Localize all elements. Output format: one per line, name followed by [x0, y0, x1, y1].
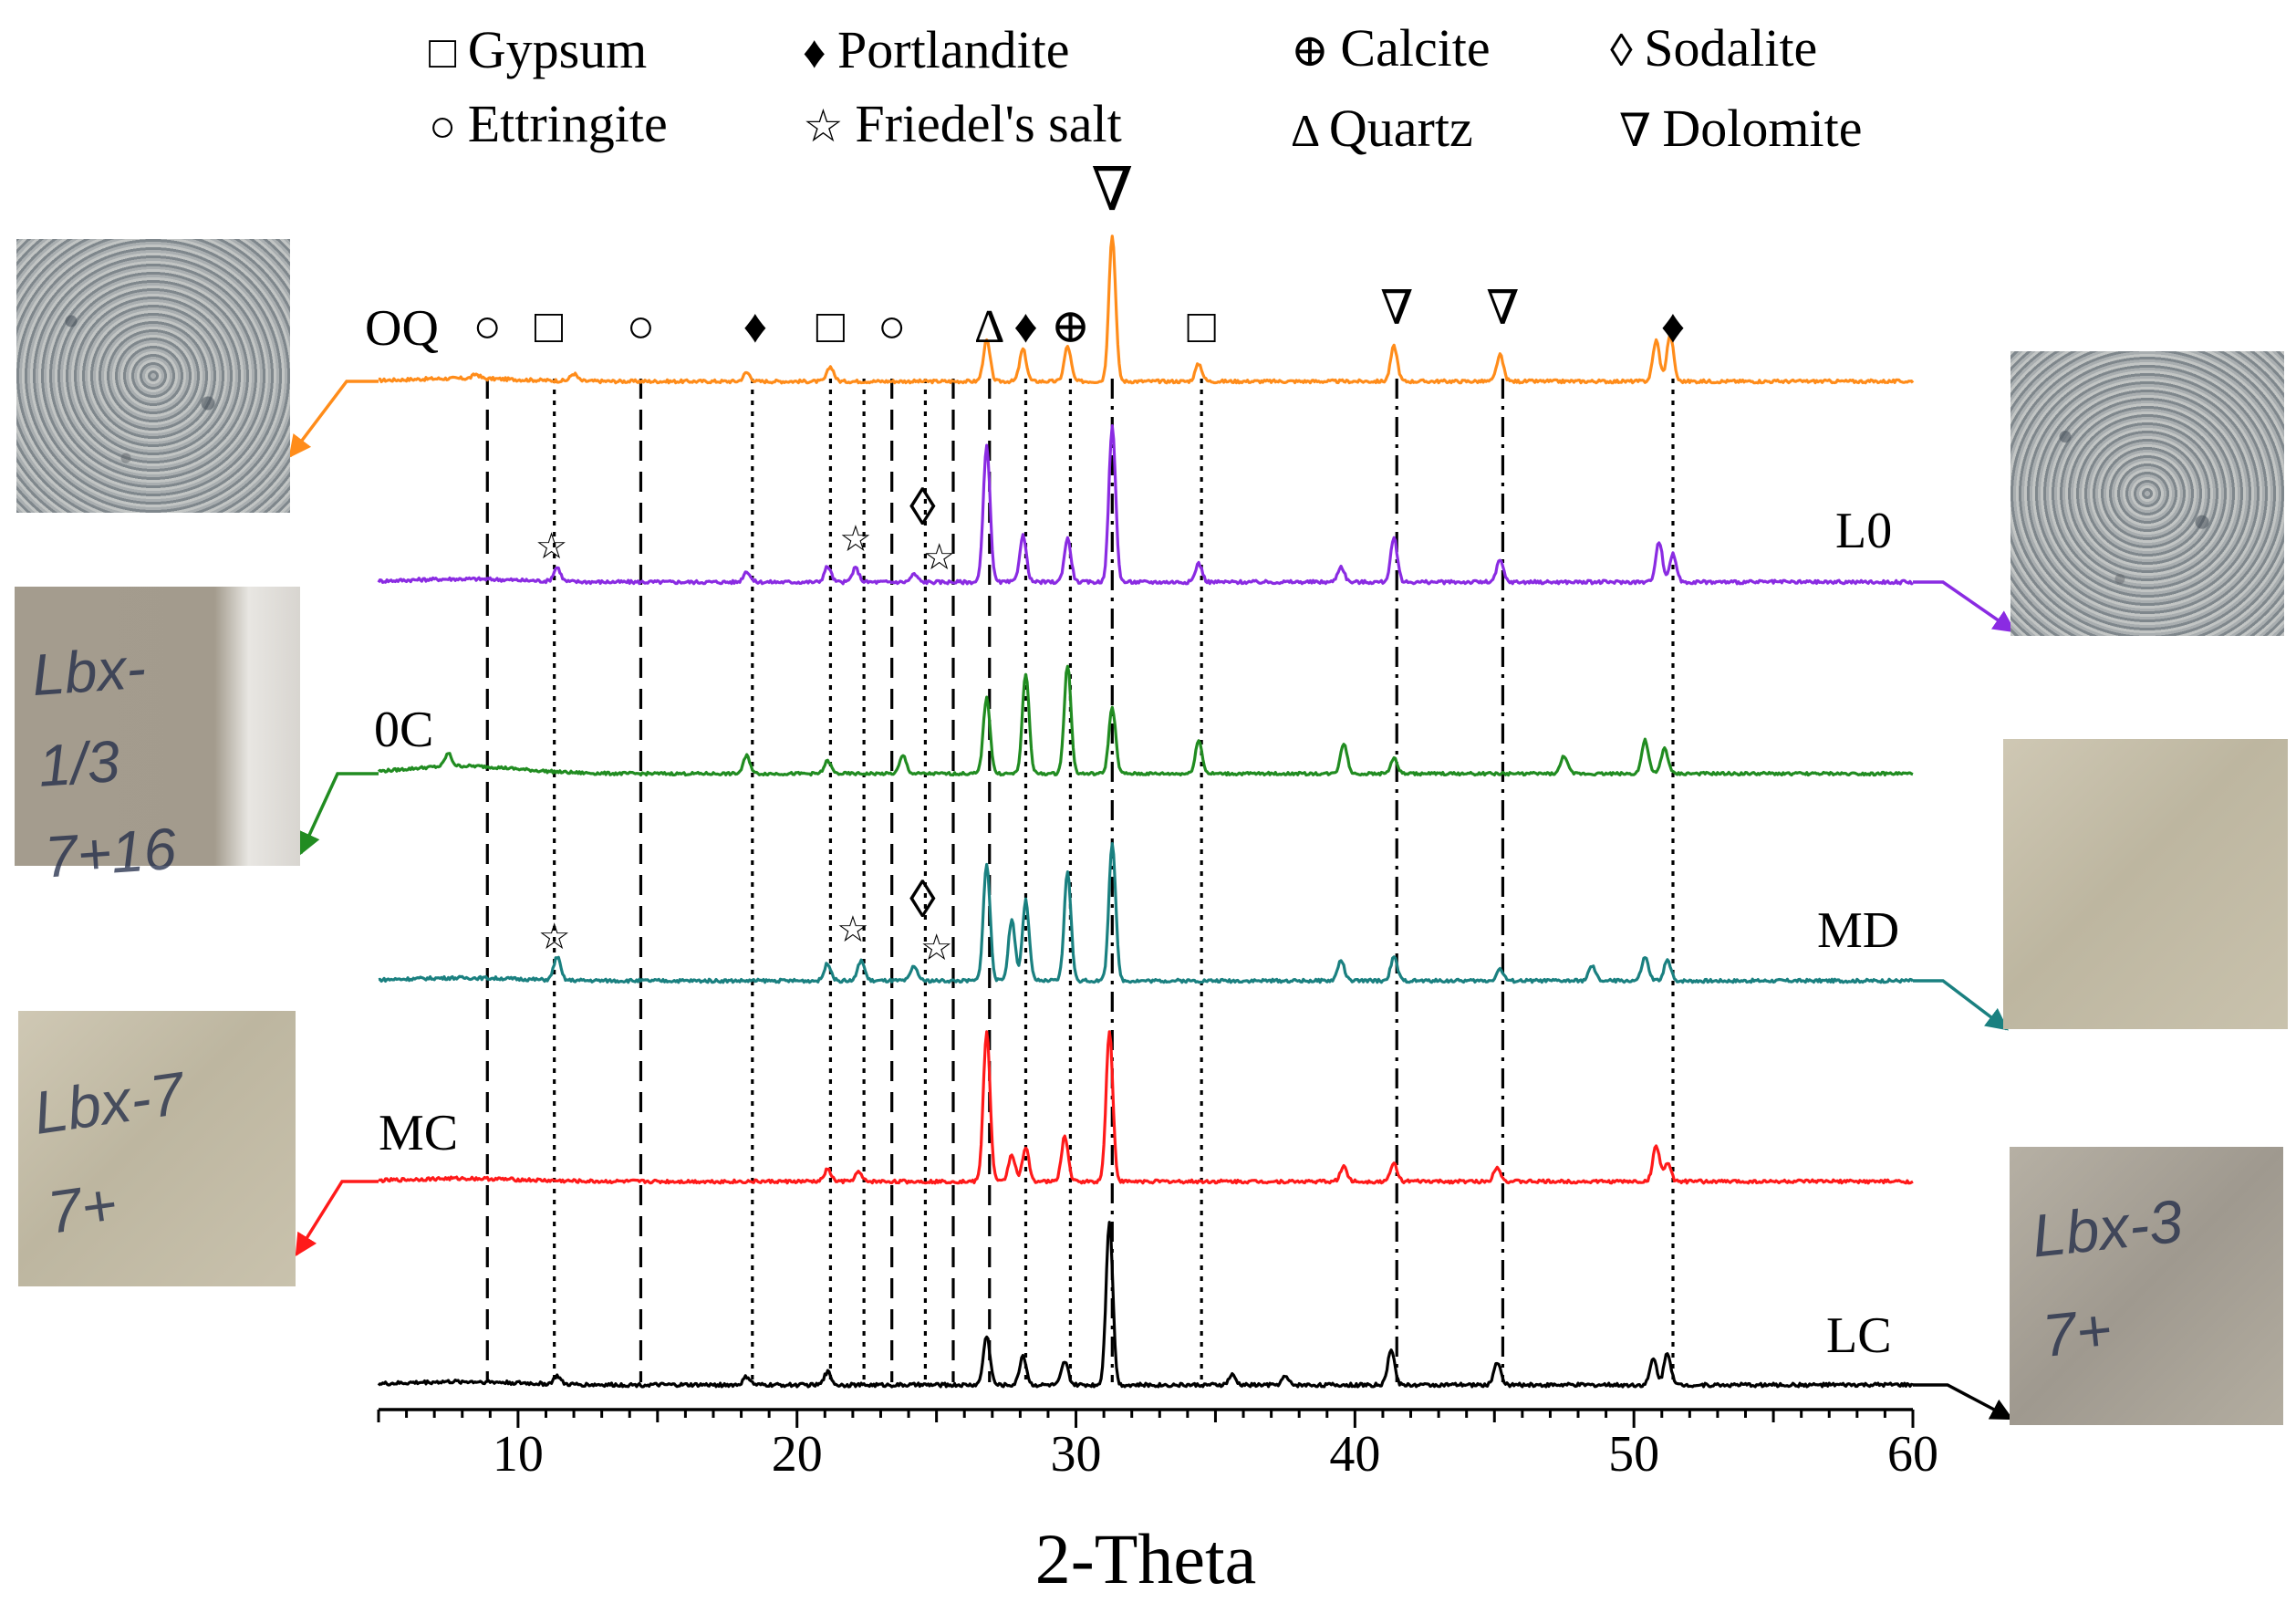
photo-oq-specimen: [16, 239, 290, 513]
legend-sodalite: ◊ Sodalite: [1610, 18, 1817, 78]
trace-annotation-l0-2: ◊: [909, 477, 936, 536]
series-label-mc: MC: [379, 1105, 458, 1161]
photo-l0-specimen: [2010, 351, 2284, 636]
legend-portlandite: ♦ Portlandite: [803, 20, 1070, 79]
arrow-mc: [295, 1180, 379, 1257]
x-tick-label-50: 50: [1608, 1426, 1659, 1483]
top-annotation-11: ∇: [1380, 283, 1413, 335]
x-tick-label-10: 10: [493, 1426, 544, 1483]
series-mc-trace: [378, 1030, 1914, 1185]
trace-annotation-l0-1: ☆: [839, 518, 872, 559]
trace-annotation-md-4: ☆: [538, 916, 571, 957]
top-annotation-8: ⊕: [1051, 301, 1091, 353]
legend-dolomite: ∇ Dolomite: [1619, 99, 1863, 158]
trace-annotation-l0-0: ☆: [535, 526, 568, 567]
series-label-oq: OQ: [365, 300, 439, 357]
top-annotation-9: ∇: [1091, 157, 1133, 224]
photo-md-specimen: [2003, 739, 2288, 1029]
x-axis-title: 2-Theta: [1035, 1519, 1257, 1598]
x-tick-label-40: 40: [1329, 1426, 1380, 1483]
photo-lc-specimen: Lbx-3 7+: [2010, 1147, 2283, 1425]
top-annotation-3: ♦: [743, 301, 768, 353]
trace-annotation-l0-3: ☆: [923, 536, 956, 578]
series-label-l0: L0: [1835, 503, 1892, 559]
top-annotation-4: □: [816, 301, 846, 353]
arrow-md: [1913, 979, 2009, 1031]
series-lc-trace: [377, 1221, 1914, 1389]
phase-marker-lines: [485, 379, 1675, 1382]
legend-calcite: ⊕ Calcite: [1291, 18, 1491, 78]
legend-friedel-s-salt: ☆ Friedel's salt: [803, 94, 1122, 153]
top-annotation-7: ♦: [1013, 301, 1038, 353]
photo-mc-specimen: Lbx-7 7+: [18, 1011, 296, 1286]
series-label-md: MD: [1817, 902, 1899, 959]
top-annotation-5: ○: [878, 301, 906, 353]
series-traces: OQ L0 0C MD MC LC: [365, 234, 1915, 1389]
top-annotation-0: ○: [473, 301, 502, 353]
top-annotation-1: □: [535, 301, 564, 353]
arrow-0c: [299, 772, 379, 856]
x-axis: 10 20 30 40 50 60 2-Theta: [377, 1408, 1938, 1598]
arrow-oq: [288, 380, 379, 458]
series-md-trace: [378, 841, 1915, 984]
legend: □ Gypsum ♦ Portlandite ⊕ Calcite ◊ Sodalite…: [429, 18, 1863, 158]
top-annotation-6: Δ: [974, 301, 1004, 353]
trace-annotation-md-5: ☆: [836, 909, 869, 950]
peak-annotations: ○ □ ○ ♦ □ ○ Δ ♦ ⊕∇□ ∇ ∇ ♦☆ ☆◊☆☆ ☆◊☆: [473, 157, 1686, 968]
series-oq-trace: [378, 234, 1915, 385]
x-tick-label-30: 30: [1051, 1426, 1102, 1483]
series-l0-trace: [377, 424, 1914, 586]
photo-mc-writing: Lbx-7 7+: [29, 1058, 189, 1246]
x-tick-label-20: 20: [772, 1426, 823, 1483]
arrow-lc: [1913, 1383, 2014, 1421]
top-annotation-13: ♦: [1661, 301, 1686, 353]
series-label-0c: 0C: [374, 702, 433, 758]
trace-annotation-md-7: ☆: [920, 927, 953, 968]
top-annotation-10: □: [1187, 301, 1216, 353]
arrow-l0: [1913, 580, 2017, 633]
photo-0c-writing: Lbx-1/3 7+16: [29, 634, 179, 890]
x-tick-label-60: 60: [1887, 1426, 1938, 1483]
legend-quartz: Δ Quartz: [1291, 99, 1473, 158]
photo-lc-writing: Lbx-3 7+: [2029, 1186, 2186, 1370]
legend-ettringite: ○ Ettringite: [429, 94, 668, 153]
series-0c-trace: [377, 664, 1914, 777]
top-annotation-12: ∇: [1486, 283, 1519, 335]
photo-0c-specimen: Lbx-1/3 7+16: [15, 587, 300, 890]
legend-gypsum: □ Gypsum: [429, 20, 647, 79]
top-annotation-2: ○: [627, 301, 655, 353]
trace-annotation-md-6: ◊: [909, 869, 936, 929]
series-label-lc: LC: [1826, 1307, 1892, 1364]
photo-arrows: [288, 380, 2017, 1421]
